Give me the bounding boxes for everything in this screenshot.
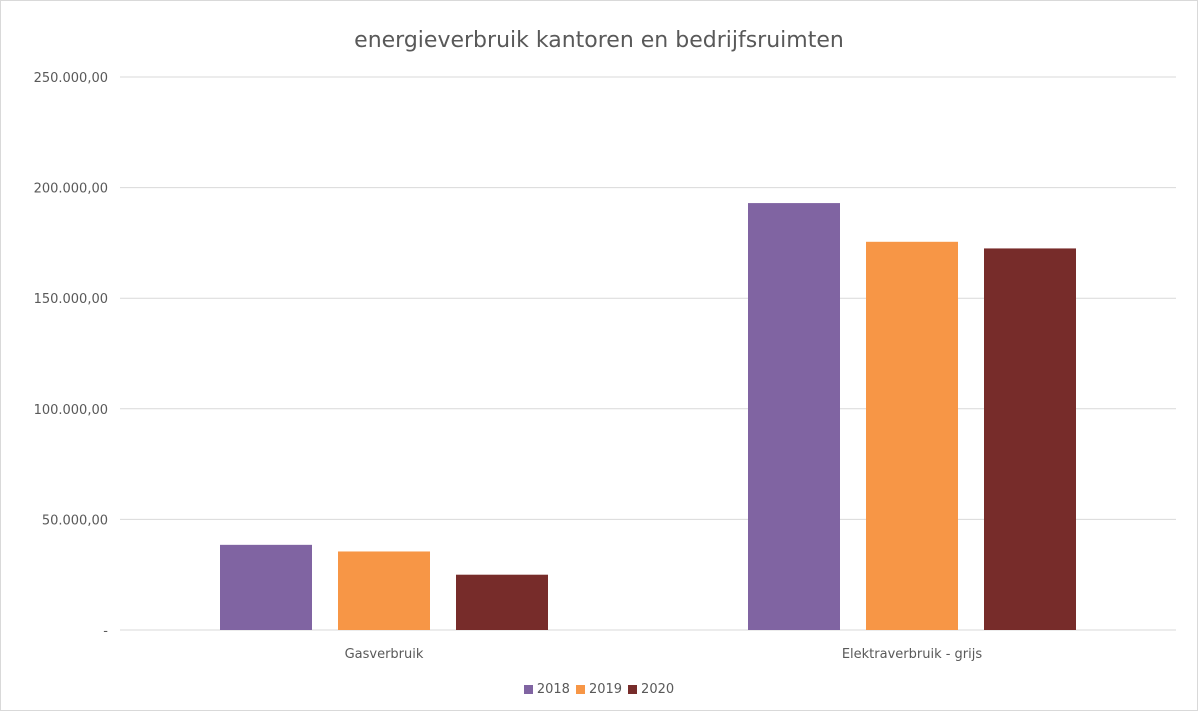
legend-label: 2020 bbox=[641, 682, 675, 697]
chart-title: energieverbruik kantoren en bedrijfsruim… bbox=[354, 28, 844, 53]
legend-swatch bbox=[628, 685, 638, 694]
y-tick-label: 50.000,00 bbox=[42, 513, 108, 528]
bar-2018 bbox=[748, 203, 840, 631]
bar-2018 bbox=[220, 544, 312, 630]
y-tick-label: 100.000,00 bbox=[34, 403, 108, 418]
legend-item: 2019 bbox=[575, 682, 623, 697]
bar-2019 bbox=[338, 551, 430, 630]
y-tick-label: 200.000,00 bbox=[34, 182, 108, 197]
y-tick-label: - bbox=[103, 624, 108, 639]
x-category-label: Gasverbruik bbox=[345, 647, 424, 662]
legend-item: 2020 bbox=[628, 682, 674, 697]
legend-label: 2019 bbox=[588, 682, 623, 697]
legend-label: 2018 bbox=[536, 682, 570, 697]
bar-2020 bbox=[984, 248, 1076, 630]
bar-2019 bbox=[866, 241, 958, 630]
x-category-label: Elektraverbruik - grijs bbox=[842, 647, 983, 662]
chart-legend: 2018 2019 2020 bbox=[0, 682, 1198, 698]
y-tick-label: 150.000,00 bbox=[34, 292, 108, 307]
legend-swatch bbox=[575, 685, 585, 694]
y-tick-label: 250.000,00 bbox=[34, 71, 108, 86]
legend-item: 2018 bbox=[523, 682, 570, 697]
legend-swatch bbox=[523, 685, 533, 694]
bar-2020 bbox=[456, 574, 548, 630]
